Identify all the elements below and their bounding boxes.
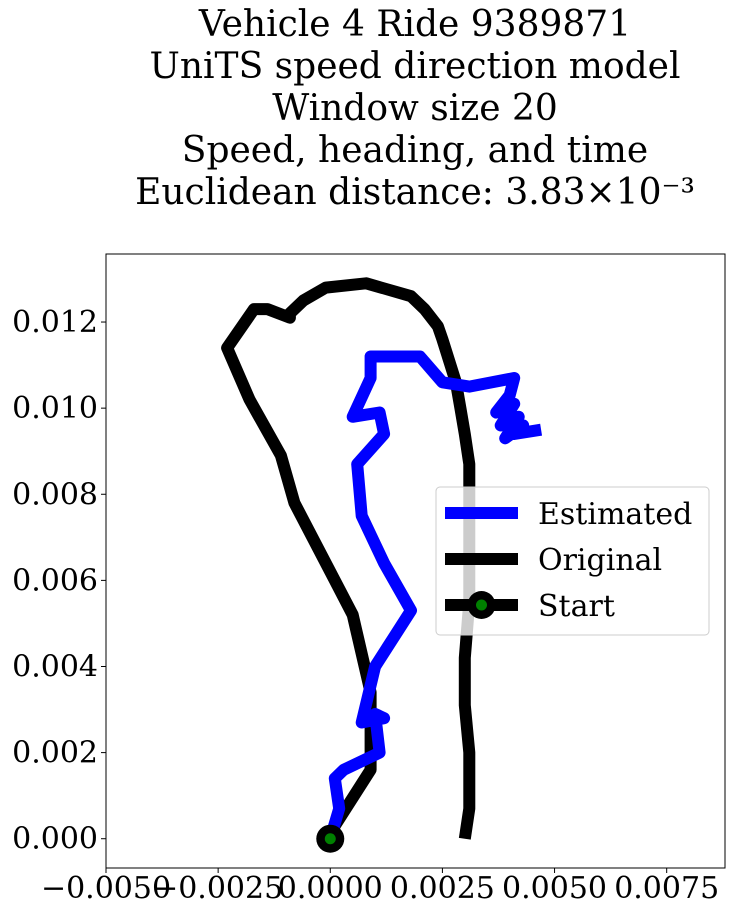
x-tick-label: 0.0025 bbox=[390, 871, 495, 906]
legend: Estimated Original Start bbox=[435, 486, 710, 636]
chart-title-line-5: Euclidean distance: 3.83×10⁻³ bbox=[135, 172, 695, 213]
legend-label-original: Original bbox=[538, 543, 662, 578]
y-tick-label: 0.002 bbox=[12, 736, 98, 771]
y-tick-label: 0.006 bbox=[12, 563, 98, 598]
legend-label-estimated: Estimated bbox=[538, 497, 692, 532]
chart-title-line-1: Vehicle 4 Ride 9389871 bbox=[198, 4, 632, 45]
chart-title-line-4: Speed, heading, and time bbox=[181, 130, 649, 171]
y-tick-label: 0.010 bbox=[12, 391, 98, 426]
series-line-estimated bbox=[324, 350, 543, 841]
y-tick-label: 0.000 bbox=[12, 822, 98, 857]
y-tick-label: 0.012 bbox=[12, 305, 98, 340]
start-marker bbox=[324, 833, 336, 845]
y-tick-label: 0.008 bbox=[12, 477, 98, 512]
y-tick-label: 0.004 bbox=[12, 649, 98, 684]
x-tick-label: 0.0050 bbox=[502, 871, 607, 906]
chart-title-line-2: UniTS speed direction model bbox=[149, 46, 681, 87]
x-tick-label: −0.0050 bbox=[41, 871, 171, 906]
x-tick-label: 0.0075 bbox=[614, 871, 719, 906]
x-tick-label: 0.0000 bbox=[278, 871, 383, 906]
x-tick-label: −0.0025 bbox=[153, 871, 283, 906]
legend-box bbox=[435, 486, 710, 636]
legend-start-marker bbox=[476, 599, 487, 611]
legend-label-start: Start bbox=[538, 589, 615, 624]
chart-title-line-3: Window size 20 bbox=[272, 88, 558, 129]
axes-frame bbox=[105, 253, 726, 869]
